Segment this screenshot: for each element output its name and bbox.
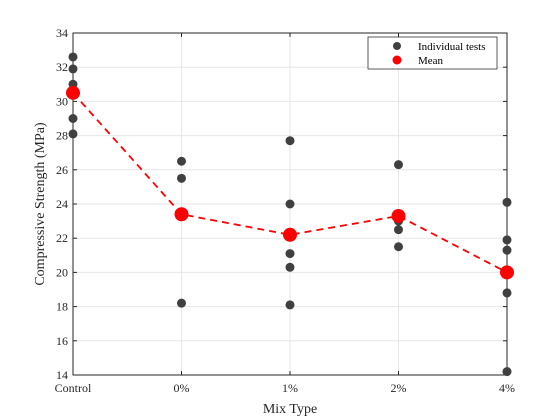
y-tick-label: 34 [56, 26, 68, 40]
legend-marker-mean [392, 55, 402, 65]
data-point-individual-test [502, 367, 512, 377]
mean-points [66, 85, 514, 280]
y-tick-label: 18 [56, 300, 68, 314]
data-point-individual-test [502, 245, 512, 255]
legend-box [367, 36, 498, 70]
x-tick-label: Control [55, 381, 92, 395]
y-tick-label: 14 [56, 368, 68, 382]
data-point-individual-test [285, 199, 295, 209]
y-tick-label: 16 [56, 334, 68, 348]
data-point-mean [391, 208, 406, 223]
axis-ticks: Control 0% 1% 2% 4% 14 16 18 20 22 24 26 28 30 32 34 [55, 26, 515, 395]
legend-label-mean: Mean [418, 55, 444, 67]
y-tick-label: 32 [56, 60, 68, 74]
x-axis-label: Mix Type [263, 402, 317, 417]
data-point-individual-test [285, 300, 295, 310]
data-point-individual-test [68, 114, 78, 123]
y-tick-label: 30 [56, 94, 68, 108]
data-point-individual-test [285, 262, 295, 272]
y-tick-label: 28 [56, 129, 68, 143]
data-point-individual-test [285, 136, 295, 146]
data-point-individual-test [68, 129, 78, 139]
x-tick-label: 2% [391, 381, 407, 395]
mean-line [72, 92, 508, 274]
x-tick-label: 4% [499, 381, 515, 395]
data-point-individual-test [394, 225, 403, 235]
data-point-individual-test [177, 173, 186, 183]
data-point-individual-test [177, 156, 186, 166]
x-tick-label: 1% [282, 381, 298, 395]
data-point-individual-test [502, 235, 512, 245]
data-point-mean [174, 207, 189, 222]
y-tick-label: 20 [56, 265, 68, 279]
data-point-mean [500, 265, 514, 280]
y-tick-label: 24 [56, 197, 68, 211]
data-point-individual-test [394, 242, 403, 252]
data-point-individual-test [502, 288, 512, 298]
data-point-mean [66, 85, 80, 100]
data-point-individual-test [68, 64, 78, 74]
legend-marker-individual-tests [393, 42, 401, 50]
data-point-individual-test [502, 197, 512, 207]
data-point-individual-test [177, 298, 186, 308]
y-tick-label: 26 [56, 163, 68, 177]
data-point-individual-test [394, 160, 403, 170]
x-tick-label: 0% [174, 381, 190, 395]
mean-line-path [72, 92, 508, 274]
y-tick-label: 22 [56, 231, 68, 245]
legend-label-individual-tests: Individual tests [418, 41, 486, 53]
data-point-individual-test [68, 52, 78, 62]
individual-test-points [68, 52, 512, 377]
data-point-mean [283, 227, 297, 242]
data-point-individual-test [285, 249, 295, 259]
y-axis-label: Compressive Strength (MPa) [33, 122, 48, 286]
legend: Individual tests Mean [367, 36, 498, 70]
